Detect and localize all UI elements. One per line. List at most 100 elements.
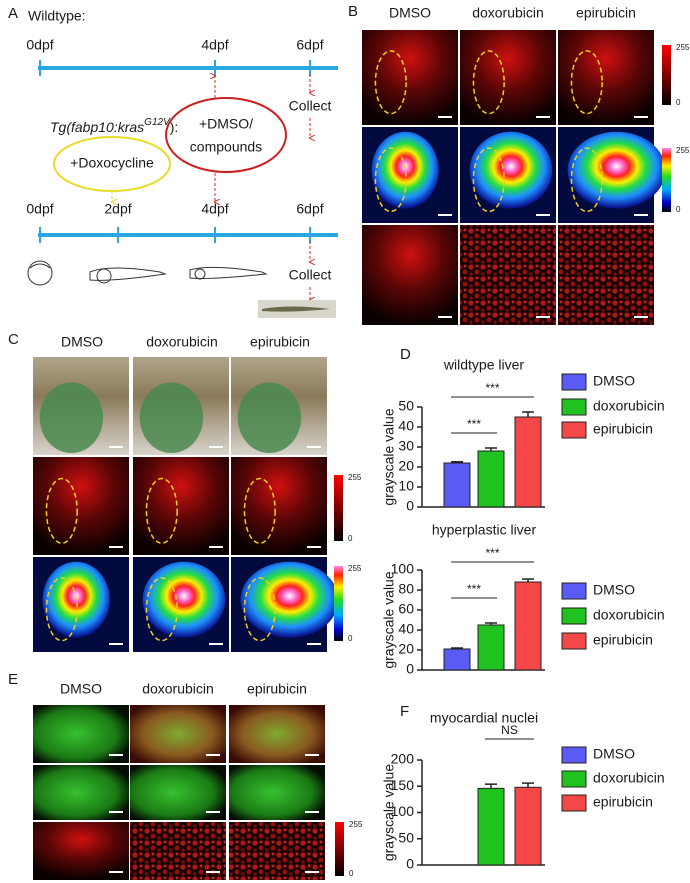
transgenic-suffix: ): — [170, 119, 179, 135]
micrograph — [33, 705, 129, 763]
colorbar-label: 0 — [348, 534, 353, 543]
y-tick-label: 100 — [391, 803, 415, 819]
transgenic-superscript: G12V — [144, 117, 171, 128]
colorbar-label: 255 — [676, 146, 690, 155]
y-axis-label: grayscale value — [381, 764, 397, 861]
column-label: DMSO — [389, 5, 431, 21]
liver-outline — [472, 147, 505, 213]
liver-outline — [374, 50, 407, 115]
day-label: 0dpf — [26, 201, 53, 217]
panel-label: A — [8, 5, 18, 22]
micrograph — [231, 457, 327, 555]
legend-swatch — [561, 421, 587, 439]
treatment-label: +DMSO/ — [199, 116, 253, 132]
column-label: DMSO — [60, 681, 102, 697]
column-label: doxorubicin — [146, 334, 218, 350]
legend-label: DMSO — [593, 746, 635, 762]
legend-label: DMSO — [593, 582, 635, 598]
y-tick-label: 10 — [398, 478, 414, 494]
colorbar-label: 0 — [676, 98, 681, 107]
y-tick-label: 150 — [391, 777, 415, 793]
micrograph — [130, 765, 226, 820]
micrograph — [460, 225, 556, 325]
liver-outline — [243, 577, 276, 642]
chart-title: wildtype liver — [443, 357, 524, 373]
doxycycline-label: +Doxocycline — [70, 155, 154, 171]
column-label: DMSO — [61, 334, 103, 350]
micrograph — [33, 765, 129, 820]
colorbar — [662, 45, 671, 105]
significance-label: NS — [501, 723, 518, 737]
micrograph — [130, 705, 226, 763]
micrograph — [558, 30, 654, 125]
y-tick-label: 0 — [406, 856, 414, 872]
wildtype-label: Wildtype: — [28, 8, 86, 24]
colorbar-label: 0 — [348, 634, 353, 643]
y-tick-label: 100 — [391, 561, 415, 577]
micrograph — [558, 225, 654, 325]
legend-label: epirubicin — [593, 632, 653, 648]
legend-swatch — [561, 582, 587, 600]
treatment-ellipse — [165, 97, 287, 173]
legend-swatch — [561, 607, 587, 625]
liver-outline — [570, 50, 603, 115]
bar — [514, 786, 542, 866]
y-tick-label: 0 — [406, 661, 414, 677]
column-label: epirubicin — [247, 681, 307, 697]
collect-label: Collect — [289, 98, 332, 114]
micrograph — [133, 457, 229, 555]
y-tick-label: 40 — [398, 418, 414, 434]
yolk — [139, 382, 204, 454]
liver-outline — [45, 577, 78, 642]
micrograph — [130, 822, 226, 880]
legend-swatch — [561, 373, 587, 391]
legend-swatch — [561, 746, 587, 764]
panel-label: D — [400, 346, 411, 363]
column-label: epirubicin — [250, 334, 310, 350]
y-tick-label: 20 — [398, 458, 414, 474]
legend-label: epirubicin — [593, 794, 653, 810]
legend-label: doxorubicin — [593, 398, 665, 414]
panel-label: C — [8, 331, 19, 348]
y-tick-label: 60 — [398, 601, 414, 617]
treatment-label: compounds — [190, 139, 262, 155]
colorbar-label: 255 — [349, 820, 363, 829]
liver-outline — [145, 577, 178, 642]
column-label: doxorubicin — [142, 681, 214, 697]
bar — [443, 462, 471, 508]
y-tick-label: 0 — [406, 498, 414, 514]
liver-outline — [145, 477, 178, 544]
transgenic-text: Tg(fabp10:kras — [50, 119, 144, 135]
liver-outline — [570, 147, 603, 213]
y-axis-label: grayscale value — [381, 571, 397, 668]
micrograph — [362, 30, 458, 125]
embryo-icons — [27, 260, 268, 286]
legend-swatch — [561, 770, 587, 788]
day-label: 4dpf — [201, 201, 228, 217]
colorbar-label: 255 — [676, 43, 690, 52]
day-label: 0dpf — [26, 37, 53, 53]
micrograph — [33, 822, 129, 880]
colorbar-label: 255 — [348, 473, 362, 482]
micrograph — [229, 705, 325, 763]
bar — [477, 787, 505, 866]
yolk — [39, 382, 104, 454]
column-label: doxorubicin — [472, 5, 544, 21]
liver-outline — [374, 147, 407, 213]
legend-swatch — [561, 398, 587, 416]
panel-label: B — [348, 3, 358, 20]
micrograph — [33, 457, 129, 555]
day-label: 2dpf — [104, 201, 131, 217]
y-tick-label: 200 — [391, 751, 415, 767]
bar — [514, 416, 542, 508]
bar — [477, 450, 505, 508]
signal — [371, 131, 439, 209]
signal — [469, 131, 553, 209]
y-tick-label: 20 — [398, 641, 414, 657]
collect-label: Collect — [289, 267, 332, 283]
liver-outline — [472, 50, 505, 115]
legend-swatch — [561, 794, 587, 812]
larva-shape — [262, 306, 330, 312]
y-tick-label: 50 — [398, 829, 414, 845]
bar — [477, 624, 505, 671]
